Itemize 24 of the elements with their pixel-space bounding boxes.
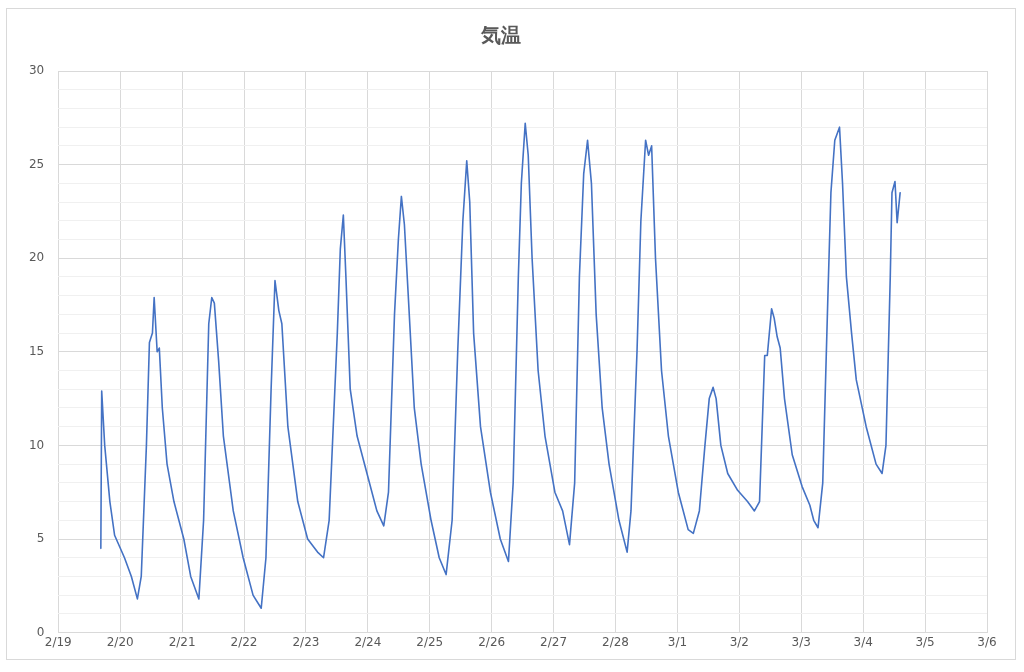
x-tick-label: 3/2	[729, 634, 749, 649]
x-tick-label: 2/21	[168, 634, 196, 649]
y-tick-label: 15	[28, 343, 45, 358]
x-tick-label: 2/19	[44, 634, 72, 649]
y-tick-label: 30	[28, 63, 45, 78]
x-tick-label: 2/24	[354, 634, 382, 649]
x-tick-label: 3/6	[977, 634, 997, 649]
x-tick-label: 2/22	[230, 634, 258, 649]
x-tick-label: 2/28	[602, 634, 629, 649]
y-tick-label: 0	[36, 624, 45, 639]
x-tick-label: 2/20	[106, 634, 134, 649]
y-tick-label: 10	[28, 437, 45, 452]
x-tick-label: 3/4	[853, 634, 873, 649]
x-tick-label: 2/27	[540, 634, 568, 649]
x-tick-label: 2/25	[416, 634, 444, 649]
x-tick-label: 2/23	[292, 634, 320, 649]
y-tick-label: 20	[28, 250, 45, 265]
x-tick-label: 3/3	[791, 634, 811, 649]
x-tick-label: 3/5	[915, 634, 935, 649]
x-tick-label: 2/26	[478, 634, 506, 649]
y-tick-label: 25	[28, 156, 45, 171]
y-tick-label: 5	[36, 531, 45, 546]
x-tick-label: 3/1	[667, 634, 688, 649]
chart-title: 気温	[480, 23, 521, 48]
